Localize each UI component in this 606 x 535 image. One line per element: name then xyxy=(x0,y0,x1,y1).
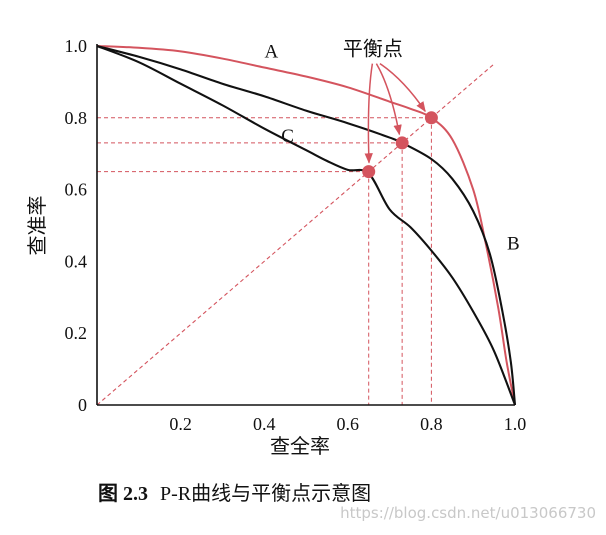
x-tick-label: 0.8 xyxy=(420,414,443,434)
axes xyxy=(96,44,515,406)
break-even-point-b xyxy=(395,136,409,150)
arrow-to-point-b xyxy=(375,63,402,136)
curve-label-c: C xyxy=(281,126,294,147)
x-tick-label: 0.4 xyxy=(253,414,276,434)
watermark: https://blog.csdn.net/u013066730 xyxy=(340,504,596,522)
x-tick-label: 0.2 xyxy=(169,414,192,434)
arrow-to-point-a xyxy=(379,62,426,113)
y-tick-label: 0.4 xyxy=(65,251,88,271)
caption-prefix: 图 xyxy=(98,482,123,505)
break-even-point-a xyxy=(424,111,438,125)
x-tick-label: 0.6 xyxy=(337,414,360,434)
y-axis-title: 查准率 xyxy=(25,196,49,256)
break-even-annotation: 平衡点 xyxy=(343,37,403,61)
x-axis-title: 查全率 xyxy=(270,434,330,458)
break-even-point-c xyxy=(362,165,376,179)
y-tick-label: 0.2 xyxy=(65,323,88,343)
caption-text: P-R曲线与平衡点示意图 xyxy=(160,482,371,505)
y-tick-label: 1.0 xyxy=(65,36,88,56)
y-tick-label: 0.6 xyxy=(65,180,88,200)
break-even-points xyxy=(362,62,438,179)
curve-a xyxy=(96,45,516,406)
arrow-to-point-c xyxy=(364,63,374,164)
x-tick-label: 1.0 xyxy=(504,414,527,434)
curve-c xyxy=(96,45,516,406)
caption-number: 2.3 xyxy=(123,483,148,505)
curve-label-b: B xyxy=(507,233,520,254)
labels: A B C 平衡点 xyxy=(265,37,520,255)
curve-label-a: A xyxy=(265,41,279,62)
figure-caption: 图 2.3 P-R曲线与平衡点示意图 xyxy=(98,482,371,505)
y-tick-label: 0 xyxy=(78,395,87,415)
y-tick-label: 0.8 xyxy=(65,108,88,128)
tick-labels: 0.2 0.4 0.6 0.8 1.0 0 0.2 0.4 0.6 0.8 1.0 xyxy=(65,36,527,434)
